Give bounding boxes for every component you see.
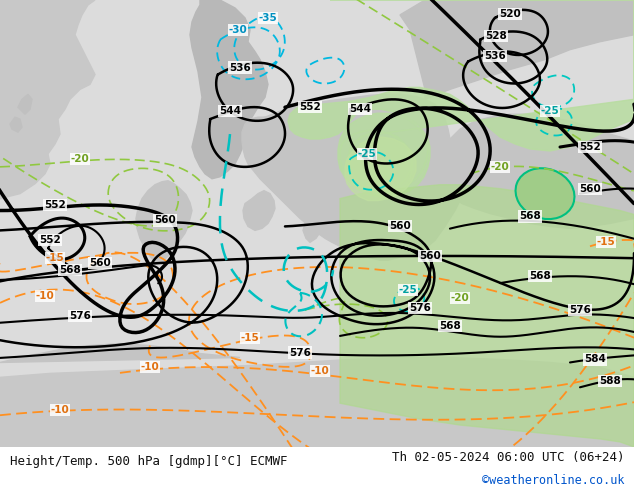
Polygon shape <box>340 185 634 447</box>
Text: -20: -20 <box>70 154 89 164</box>
Text: 568: 568 <box>59 265 81 275</box>
Text: -20: -20 <box>491 162 509 172</box>
Text: -15: -15 <box>241 333 259 343</box>
Text: 568: 568 <box>439 321 461 331</box>
Text: 520: 520 <box>499 9 521 19</box>
Text: -35: -35 <box>259 13 278 23</box>
Polygon shape <box>0 0 634 447</box>
Text: -10: -10 <box>141 363 159 372</box>
Text: 552: 552 <box>39 235 61 245</box>
Polygon shape <box>0 358 634 447</box>
Text: ©weatheronline.co.uk: ©weatheronline.co.uk <box>482 474 624 487</box>
Text: 552: 552 <box>579 142 601 152</box>
Text: 576: 576 <box>69 311 91 321</box>
Text: -30: -30 <box>229 25 247 35</box>
Text: -15: -15 <box>46 253 65 263</box>
Text: 568: 568 <box>519 212 541 221</box>
Polygon shape <box>0 343 240 363</box>
Polygon shape <box>190 0 268 179</box>
Text: 528: 528 <box>485 31 507 41</box>
Polygon shape <box>450 114 634 228</box>
Text: -10: -10 <box>51 405 69 415</box>
Text: -10: -10 <box>36 291 55 301</box>
Text: -25: -25 <box>541 106 559 116</box>
Polygon shape <box>288 0 634 196</box>
Polygon shape <box>248 117 280 147</box>
Text: 560: 560 <box>419 251 441 261</box>
Text: 576: 576 <box>409 303 431 313</box>
Ellipse shape <box>515 168 574 219</box>
Text: 588: 588 <box>599 376 621 386</box>
Polygon shape <box>242 95 462 260</box>
Polygon shape <box>0 0 95 198</box>
Text: 560: 560 <box>579 184 601 194</box>
Text: -25: -25 <box>399 285 417 295</box>
Polygon shape <box>400 0 634 99</box>
Text: 552: 552 <box>44 199 66 210</box>
Text: -15: -15 <box>597 237 616 247</box>
Polygon shape <box>10 117 22 132</box>
Polygon shape <box>379 211 406 236</box>
Text: 536: 536 <box>484 50 506 61</box>
Text: 576: 576 <box>289 347 311 358</box>
Text: 584: 584 <box>584 354 606 365</box>
Text: -20: -20 <box>451 293 469 303</box>
Polygon shape <box>18 95 32 114</box>
Polygon shape <box>303 214 322 243</box>
Polygon shape <box>345 137 416 200</box>
Text: 560: 560 <box>89 258 111 268</box>
Text: 536: 536 <box>229 63 251 73</box>
Text: 552: 552 <box>299 102 321 112</box>
Text: -25: -25 <box>358 149 377 159</box>
Text: -10: -10 <box>311 367 330 376</box>
Text: 568: 568 <box>529 271 551 281</box>
Text: 560: 560 <box>389 221 411 231</box>
Text: 544: 544 <box>349 104 371 114</box>
Text: Height/Temp. 500 hPa [gdmp][°C] ECMWF: Height/Temp. 500 hPa [gdmp][°C] ECMWF <box>10 456 287 468</box>
Polygon shape <box>136 181 192 263</box>
Text: 560: 560 <box>154 216 176 225</box>
Text: Th 02-05-2024 06:00 UTC (06+24): Th 02-05-2024 06:00 UTC (06+24) <box>392 451 624 464</box>
Polygon shape <box>243 191 275 230</box>
Text: 544: 544 <box>219 106 241 116</box>
Text: 576: 576 <box>569 305 591 315</box>
